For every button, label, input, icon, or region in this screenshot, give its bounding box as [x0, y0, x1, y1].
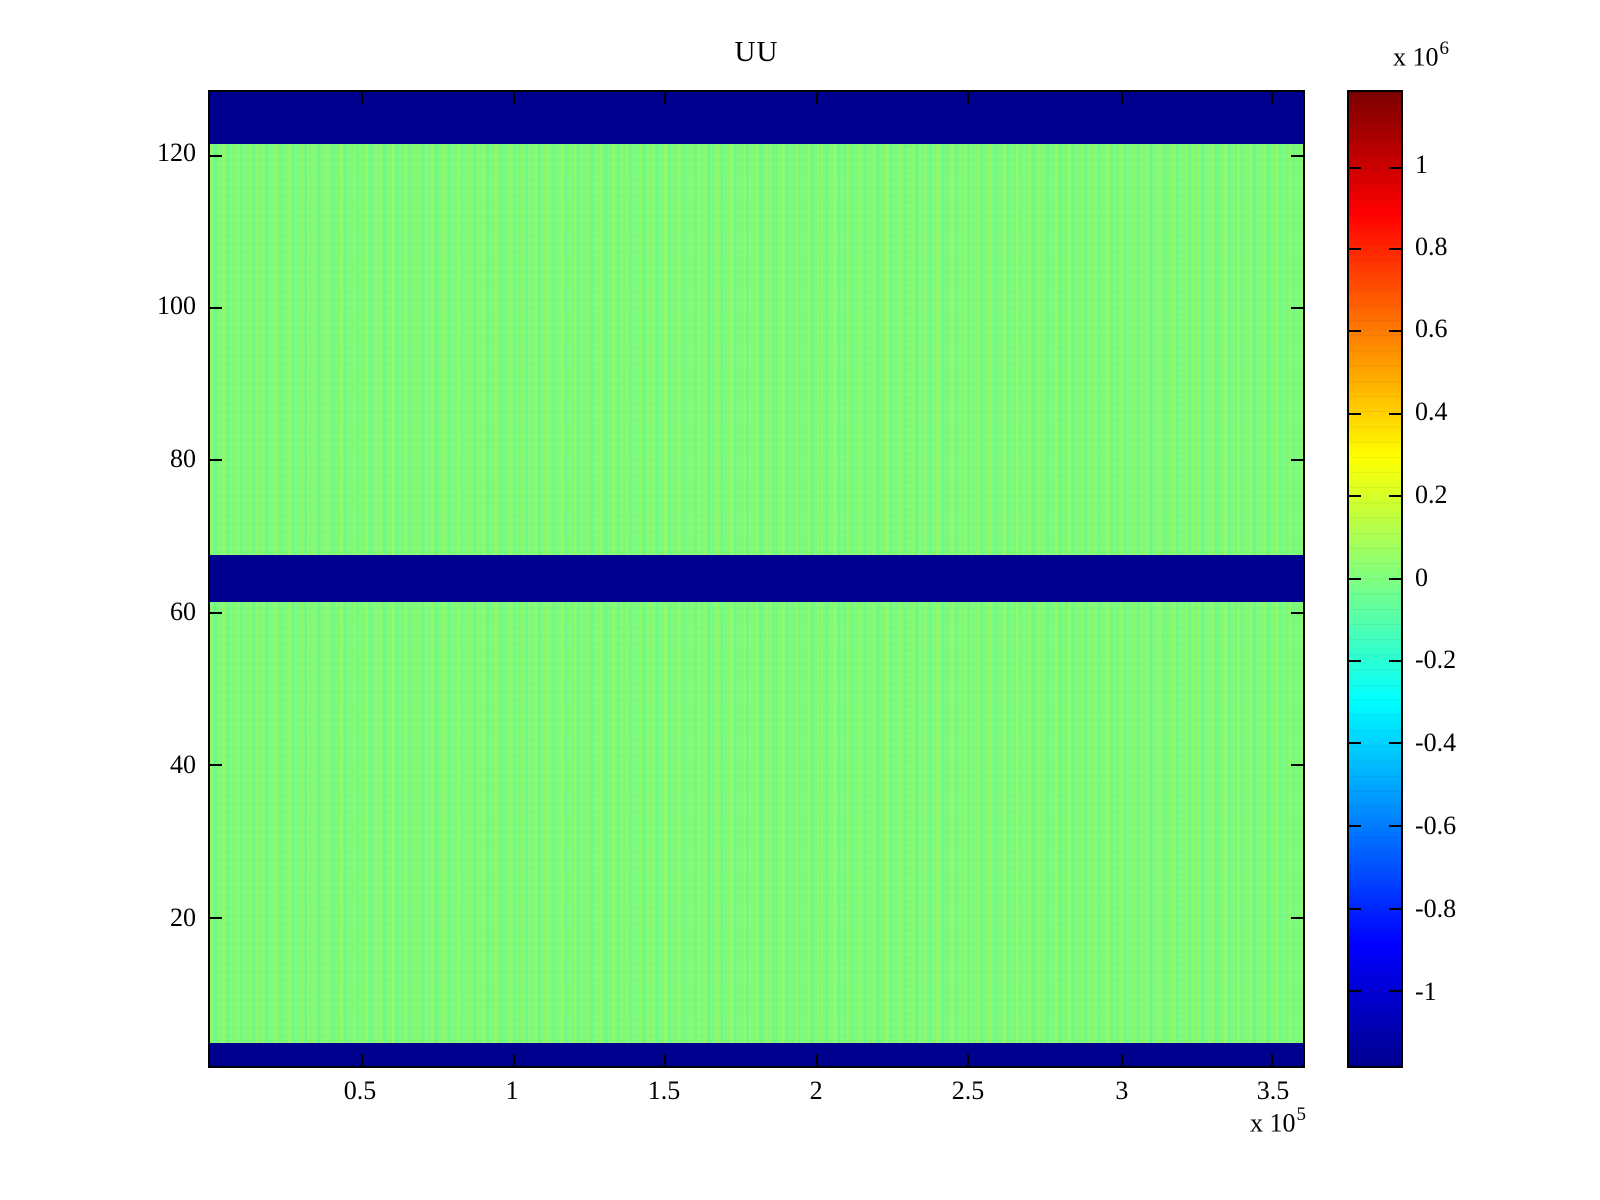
- x-tick-mark: [1120, 1054, 1123, 1066]
- y-tick-mark: [1291, 764, 1303, 767]
- y-tick-mark: [210, 764, 222, 767]
- heatmap-plot: [208, 90, 1305, 1068]
- x-tick-mark: [815, 1054, 818, 1066]
- x-tick-mark: [512, 92, 515, 104]
- y-tick-mark: [210, 459, 222, 462]
- colorbar-tick-label: -0.2: [1415, 644, 1457, 674]
- colorbar-tick-mark: [1349, 495, 1361, 498]
- y-tick-label: 80: [170, 443, 196, 473]
- x-tick-label: 2.5: [951, 1076, 985, 1105]
- x-tick-label: 1.5: [647, 1076, 681, 1105]
- colorbar-tick-label: 0.6: [1415, 314, 1448, 344]
- y-tick-mark: [1291, 154, 1303, 157]
- colorbar-tick-mark: [1389, 412, 1401, 415]
- colorbar-tick-mark: [1349, 248, 1361, 251]
- y-tick-label: 60: [170, 596, 196, 626]
- x-tick-mark: [1120, 92, 1123, 104]
- colorbar-tick-mark: [1349, 166, 1361, 169]
- colorbar-tick-label: 0: [1415, 563, 1428, 593]
- colorbar-exponent-power: 6: [1439, 38, 1450, 59]
- colorbar-tick-mark: [1349, 659, 1361, 662]
- x-tick-mark: [361, 1054, 364, 1066]
- colorbar-tick-mark: [1389, 742, 1401, 745]
- colorbar-tick-mark: [1349, 907, 1361, 910]
- plot-title: UU: [734, 36, 779, 68]
- colorbar-tick-mark: [1389, 495, 1401, 498]
- colorbar-tick-mark: [1349, 742, 1361, 745]
- colorbar-tick-mark: [1349, 578, 1361, 581]
- x-axis-exponent-power: 5: [1296, 1104, 1307, 1125]
- y-tick-mark: [210, 307, 222, 310]
- x-axis-exponent-prefix: x 10: [1250, 1108, 1296, 1138]
- heatmap-band: [210, 1043, 1303, 1066]
- x-tick-label: 3.5: [1256, 1076, 1290, 1105]
- x-tick-label: 0.5: [343, 1076, 377, 1105]
- x-tick-mark: [1271, 1054, 1274, 1066]
- y-tick-mark: [210, 611, 222, 614]
- y-tick-label: 40: [170, 750, 196, 780]
- y-tick-mark: [1291, 611, 1303, 614]
- colorbar-tick-mark: [1389, 166, 1401, 169]
- x-tick-mark: [361, 92, 364, 104]
- y-tick-mark: [1291, 916, 1303, 919]
- colorbar-tick-label: -0.4: [1415, 728, 1457, 757]
- colorbar-tick-mark: [1349, 990, 1361, 993]
- x-tick-mark: [512, 1054, 515, 1066]
- y-tick-mark: [1291, 307, 1303, 310]
- colorbar-exponent: x 106: [1393, 38, 1533, 73]
- colorbar: [1347, 90, 1403, 1068]
- x-tick-mark: [1271, 92, 1274, 104]
- colorbar-tick-mark: [1389, 825, 1401, 828]
- colorbar-tick-label: -0.6: [1415, 811, 1457, 841]
- x-tick-mark: [664, 92, 667, 104]
- x-axis-exponent: x 105: [1155, 1104, 1307, 1139]
- x-tick-mark: [664, 1054, 667, 1066]
- x-tick-label: 3: [1115, 1076, 1129, 1105]
- colorbar-tick-label: 1: [1415, 150, 1428, 179]
- x-tick-label: 2: [809, 1076, 823, 1105]
- colorbar-tick-mark: [1389, 659, 1401, 662]
- colorbar-tick-label: -0.8: [1415, 893, 1457, 923]
- x-tick-mark: [815, 92, 818, 104]
- y-tick-mark: [1291, 459, 1303, 462]
- colorbar-tick-mark: [1389, 578, 1401, 581]
- x-tick-mark: [967, 92, 970, 104]
- colorbar-tick-mark: [1389, 330, 1401, 333]
- colorbar-tick-mark: [1389, 248, 1401, 251]
- colorbar-tick-label: -1: [1415, 977, 1437, 1006]
- y-tick-mark: [210, 154, 222, 157]
- x-tick-mark: [967, 1054, 970, 1066]
- colorbar-tick-mark: [1349, 412, 1361, 415]
- x-tick-label: 1: [505, 1076, 519, 1105]
- colorbar-tick-mark: [1389, 907, 1401, 910]
- y-tick-label: 120: [157, 137, 196, 167]
- heatmap-band: [210, 92, 1303, 144]
- colorbar-exponent-prefix: x 10: [1393, 42, 1439, 72]
- colorbar-tick-mark: [1349, 330, 1361, 333]
- colorbar-tick-mark: [1349, 825, 1361, 828]
- y-tick-label: 100: [157, 291, 196, 321]
- colorbar-tick-mark: [1389, 990, 1401, 993]
- y-tick-mark: [210, 916, 222, 919]
- colorbar-tick-label: 0.2: [1415, 479, 1448, 509]
- y-tick-label: 20: [170, 902, 196, 932]
- colorbar-tick-label: 0.8: [1415, 231, 1448, 261]
- colorbar-tick-label: 0.4: [1415, 396, 1448, 426]
- heatmap-band: [210, 555, 1303, 602]
